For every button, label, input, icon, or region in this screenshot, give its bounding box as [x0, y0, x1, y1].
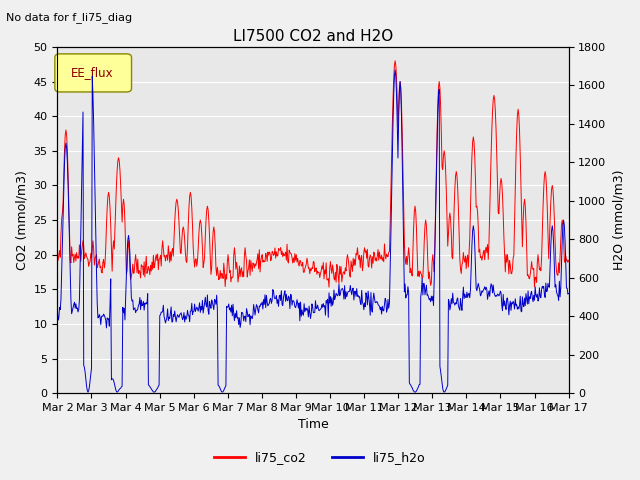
Text: EE_flux: EE_flux	[71, 66, 113, 79]
Text: No data for f_li75_diag: No data for f_li75_diag	[6, 12, 132, 23]
Legend: li75_co2, li75_h2o: li75_co2, li75_h2o	[209, 446, 431, 469]
FancyBboxPatch shape	[55, 54, 132, 92]
X-axis label: Time: Time	[298, 419, 328, 432]
Title: LI7500 CO2 and H2O: LI7500 CO2 and H2O	[233, 29, 393, 44]
Y-axis label: H2O (mmol/m3): H2O (mmol/m3)	[612, 170, 625, 270]
Y-axis label: CO2 (mmol/m3): CO2 (mmol/m3)	[15, 170, 28, 270]
